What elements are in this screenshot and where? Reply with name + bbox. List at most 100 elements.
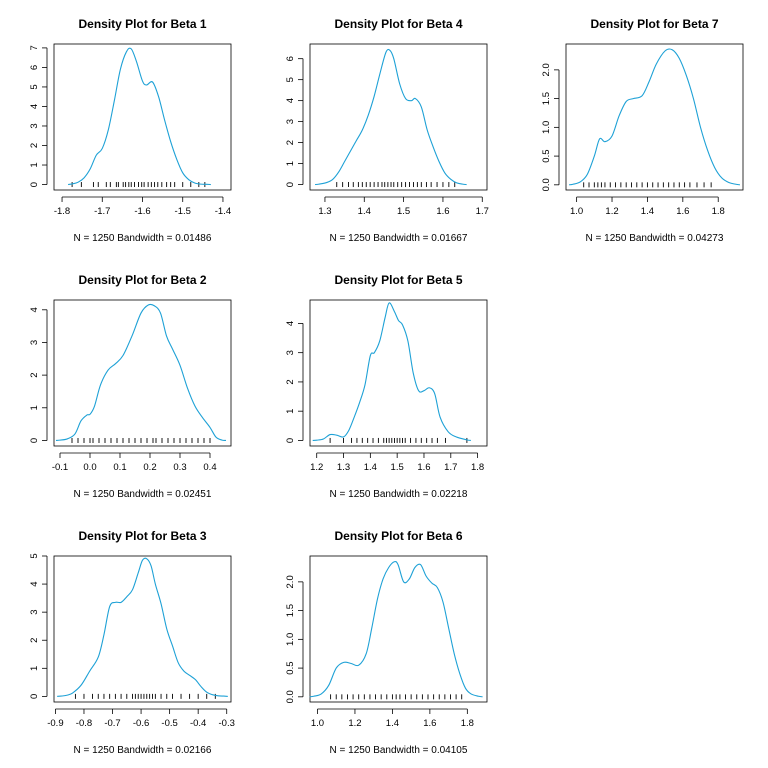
y-tick-label: 1 [29,405,40,410]
y-tick-label: 4 [285,98,296,103]
x-tick-label: 1.2 [348,718,361,729]
density-curve [312,302,471,441]
x-tick-label: 1.6 [676,206,689,217]
x-tick-label: -1.5 [175,206,191,217]
y-tick-label: 0 [29,694,40,699]
y-tick-label: 4 [29,307,40,312]
panel-title: Density Plot for Beta 4 [334,17,462,31]
y-tick-label: 1.5 [541,92,552,105]
density-curve [57,557,228,697]
x-tick-label: 1.6 [417,462,430,473]
y-tick-label: 1 [29,666,40,671]
panel-subtitle: N = 1250 Bandwidth = 0.02451 [74,489,212,500]
y-tick-label: 5 [29,553,40,558]
x-tick-label: 1.4 [358,206,371,217]
panel-title: Density Plot for Beta 7 [590,17,718,31]
x-tick-label: 1.3 [318,206,331,217]
x-tick-label: 1.6 [423,718,436,729]
panel-title: Density Plot for Beta 6 [334,529,462,543]
x-tick-label: 0.4 [203,462,216,473]
y-tick-label: 7 [29,45,40,50]
x-tick-label: 1.5 [391,462,404,473]
y-tick-label: 4 [29,104,40,109]
x-tick-label: 1.4 [641,206,654,217]
x-tick-label: 0.0 [83,462,96,473]
panel-subtitle: N = 1250 Bandwidth = 0.02218 [330,489,468,500]
x-tick-label: 1.6 [436,206,449,217]
x-tick-label: 1.7 [444,462,457,473]
x-tick-label: -0.7 [104,718,120,729]
plot-frame [309,43,488,191]
y-tick-label: 2.0 [285,575,296,588]
x-tick-label: -1.8 [54,206,70,217]
panel-subtitle: N = 1250 Bandwidth = 0.01486 [74,233,212,244]
y-tick-label: 0 [285,438,296,443]
density-curve [68,47,211,186]
rug-marks [336,182,456,188]
rug-marks [329,437,468,443]
x-tick-label: 1.2 [605,206,618,217]
y-tick-label: 2 [29,372,40,377]
x-tick-label: -0.3 [219,718,235,729]
y-tick-label: 1.0 [285,633,296,646]
plot-frame [565,43,744,191]
panel-title: Density Plot for Beta 5 [334,273,462,287]
panel-subtitle: N = 1250 Bandwidth = 0.01667 [330,233,468,244]
y-tick-label: 1.0 [541,121,552,134]
x-tick-label: -0.8 [76,718,92,729]
rug-marks [71,437,211,443]
x-tick-label: 0.3 [173,462,186,473]
y-tick-label: 5 [29,84,40,89]
x-tick-label: -1.4 [215,206,231,217]
density-panel-3: Density Plot for Beta 7 1.0 1.2 1.4 1.6 1.8 0.… [541,17,744,244]
y-tick-label: 3 [29,123,40,128]
density-panel-6: Density Plot for Beta 3 -0.9 -0.8 -0.7 -0.6 -… [29,529,235,756]
rug-marks [330,694,463,700]
y-tick-label: 0 [29,438,40,443]
y-tick-label: 0.5 [541,149,552,162]
y-tick-label: 0 [285,182,296,187]
plot-frame [309,555,488,703]
y-tick-label: 4 [29,581,40,586]
density-panel-2: Density Plot for Beta 4 1.3 1.4 1.5 1.6 1.7 0 1… [285,17,489,244]
x-tick-label: 1.3 [337,462,350,473]
y-tick-label: 3 [285,350,296,355]
y-tick-label: 1.5 [285,604,296,617]
panel-subtitle: N = 1250 Bandwidth = 0.02166 [74,745,212,756]
x-tick-label: 1.8 [712,206,725,217]
x-tick-label: 1.0 [570,206,583,217]
y-tick-label: 0.0 [285,690,296,703]
x-tick-label: -0.1 [52,462,68,473]
plot-frame [53,299,232,447]
y-tick-label: 0.0 [541,178,552,191]
y-tick-label: 2.0 [541,63,552,76]
x-tick-label: -0.4 [190,718,206,729]
panel-subtitle: N = 1250 Bandwidth = 0.04105 [330,745,468,756]
plot-frame [309,299,488,447]
x-tick-label: 1.2 [310,462,323,473]
x-tick-label: 1.4 [364,462,377,473]
rug-marks [74,693,216,699]
x-tick-label: -0.6 [133,718,149,729]
x-tick-label: -1.6 [134,206,150,217]
y-tick-label: 6 [285,56,296,61]
density-panel-1: Density Plot for Beta 1 -1.8 -1.7 -1.6 -1.5 -… [29,17,232,244]
y-tick-label: 4 [285,321,296,326]
density-curve [314,48,467,186]
x-tick-label: 1.8 [471,462,484,473]
density-panel-4: Density Plot for Beta 2 -0.1 0.0 0.1 0.2 0.3 0… [29,273,232,500]
y-tick-label: 6 [29,65,40,70]
density-curve [568,48,741,186]
density-panel-7: Density Plot for Beta 6 1.0 1.2 1.4 1.6 1.8 0.… [285,529,488,756]
density-panel-5: Density Plot for Beta 5 1.2 1.3 1.4 1.5 1.6 1.… [285,273,488,500]
x-tick-label: -0.5 [161,718,177,729]
y-tick-label: 3 [29,610,40,615]
x-tick-label: 1.7 [476,206,489,217]
x-tick-label: -1.7 [94,206,110,217]
density-curve [309,560,483,698]
x-tick-label: 1.4 [386,718,399,729]
plot-frame [53,43,232,191]
x-tick-label: -0.9 [47,718,63,729]
density-curve [55,303,227,442]
